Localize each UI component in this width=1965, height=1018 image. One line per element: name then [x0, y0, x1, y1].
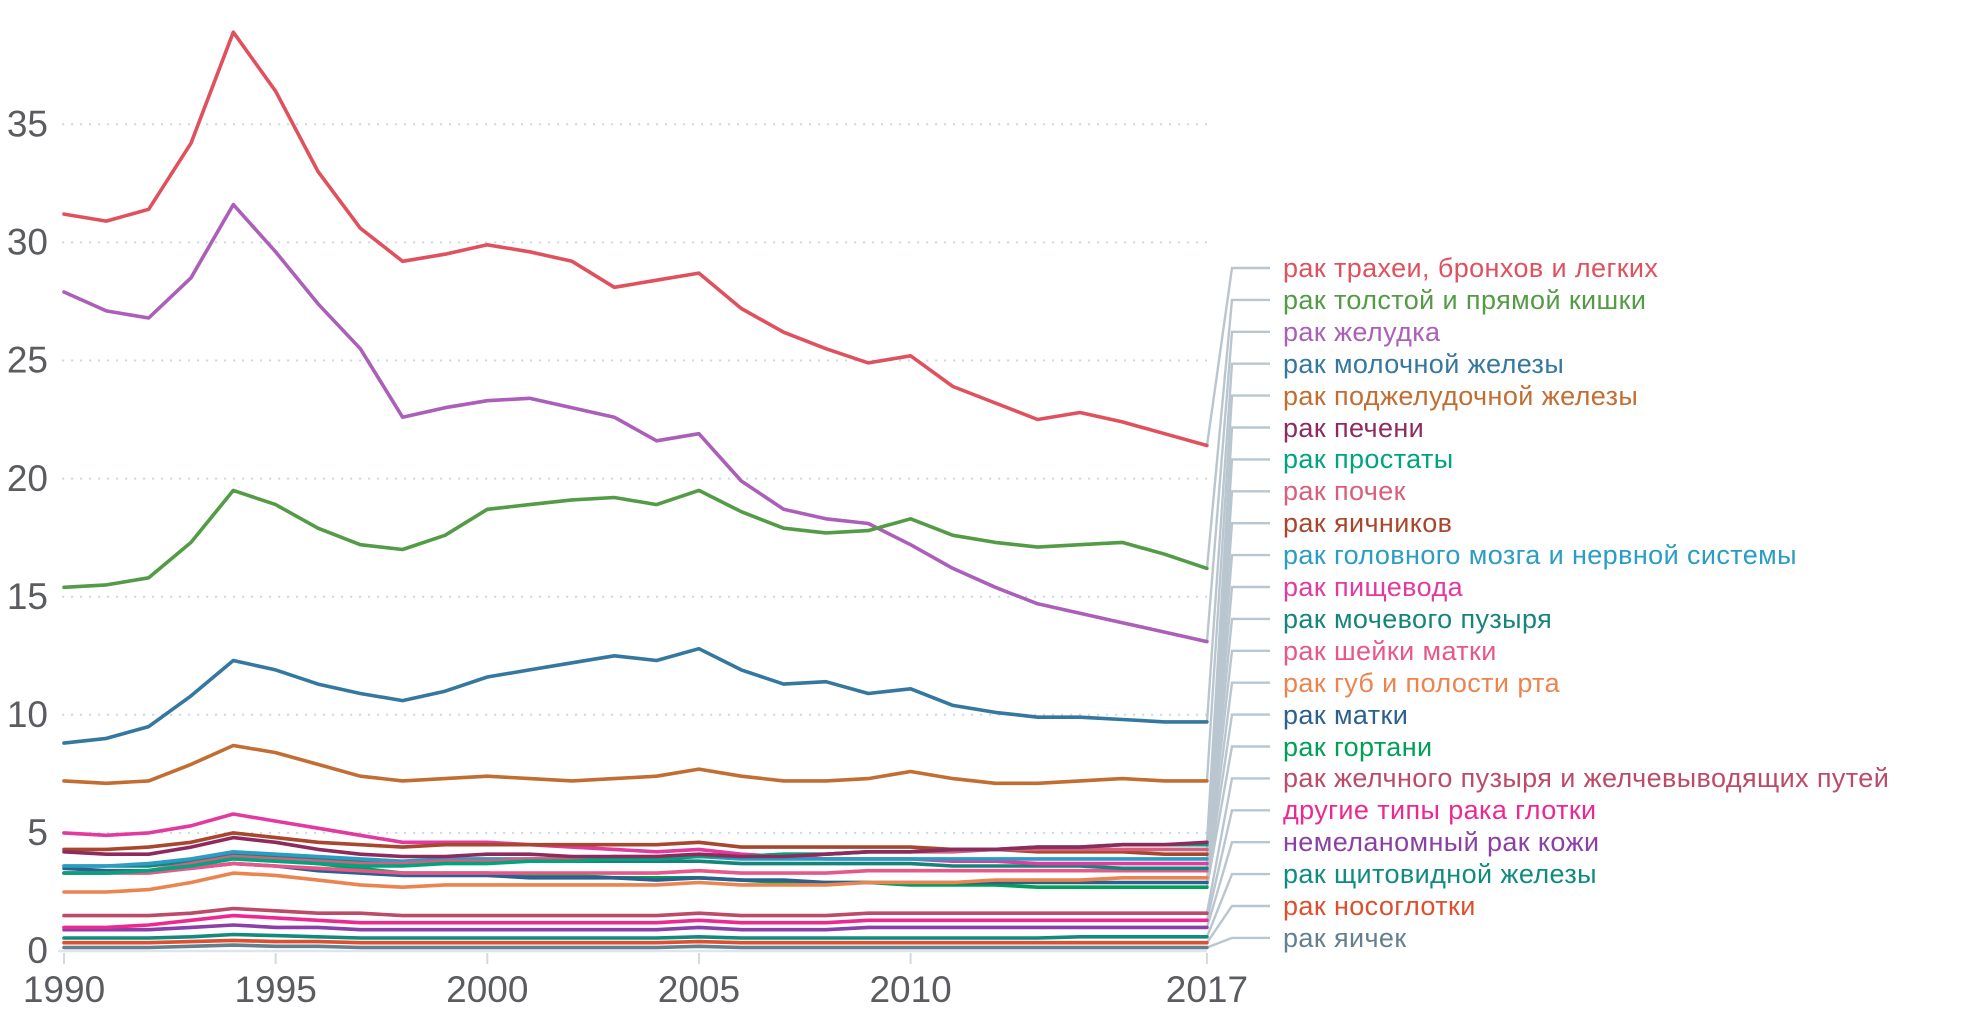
- series-line-19[interactable]: [62, 923, 1209, 932]
- legend-item-21[interactable]: рак носоглотки: [1283, 891, 1476, 921]
- y-tick-label-10: 10: [7, 694, 48, 735]
- series-line-18[interactable]: [62, 913, 1209, 930]
- legend-connector-21: [1206, 904, 1270, 944]
- legend-connector-15: [1205, 713, 1270, 883]
- series-line-17[interactable]: [62, 906, 1209, 918]
- legend-item-19[interactable]: немеланомный рак кожи: [1283, 827, 1600, 858]
- legend-connector-11: [1205, 585, 1270, 864]
- legend-item-10[interactable]: рак головного мозга и нервной системы: [1283, 540, 1797, 571]
- x-tick-label-2005: 2005: [658, 969, 740, 1010]
- series-line-13[interactable]: [62, 861, 1209, 875]
- legend-item-12[interactable]: рак мочевого пузыря: [1283, 603, 1553, 634]
- series-line-11[interactable]: [62, 812, 1209, 866]
- legend-connector-16: [1205, 745, 1270, 888]
- series-line-1[interactable]: [62, 30, 1209, 448]
- legend-connector-17: [1205, 777, 1270, 914]
- y-tick-label-20: 20: [7, 458, 48, 499]
- y-tick-label-35: 35: [7, 104, 48, 145]
- legend-item-4[interactable]: рак молочной железы: [1283, 348, 1565, 379]
- legend-item-18[interactable]: другие типы рака глотки: [1283, 795, 1597, 826]
- legend-connector-14: [1205, 681, 1270, 878]
- legend-item-13[interactable]: рак шейки матки: [1283, 635, 1497, 666]
- legend-connector-18: [1205, 809, 1270, 921]
- legend-connector-22: [1206, 936, 1270, 949]
- legend-connector-20: [1205, 872, 1270, 938]
- y-tick-label-0: 0: [27, 930, 48, 971]
- y-tick-label-15: 15: [7, 576, 48, 617]
- y-tick-label-5: 5: [27, 812, 48, 853]
- series-line-3[interactable]: [62, 202, 1209, 644]
- series-line-2[interactable]: [62, 488, 1209, 590]
- series-line-6[interactable]: [62, 835, 1209, 859]
- legend-connector-4: [1205, 362, 1270, 722]
- legend-item-7[interactable]: рак простаты: [1283, 444, 1454, 475]
- legend-item-16[interactable]: рак гортани: [1283, 731, 1433, 762]
- legend-item-20[interactable]: рак щитовидной железы: [1283, 859, 1597, 890]
- series-line-20[interactable]: [62, 932, 1209, 940]
- series-line-14[interactable]: [62, 871, 1209, 894]
- x-tick-label-1990: 1990: [23, 969, 105, 1010]
- legend-connector-2: [1205, 298, 1270, 569]
- legend-connector-1: [1205, 266, 1270, 446]
- legend-connector-5: [1205, 394, 1270, 782]
- legend-connector-10: [1205, 553, 1270, 859]
- legend-item-17[interactable]: рак желчного пузыря и желчевыводящих пут…: [1283, 763, 1890, 794]
- y-tick-label-25: 25: [7, 340, 48, 381]
- series-line-22[interactable]: [62, 943, 1209, 950]
- legend-item-14[interactable]: рак губ и полости рта: [1283, 667, 1561, 698]
- legend-item-6[interactable]: рак печени: [1283, 412, 1425, 443]
- series-line-5[interactable]: [62, 743, 1209, 786]
- legend-item-11[interactable]: рак пищевода: [1283, 572, 1464, 602]
- legend-item-3[interactable]: рак желудка: [1283, 316, 1441, 347]
- series-line-21[interactable]: [62, 938, 1209, 945]
- x-tick-label-2000: 2000: [446, 969, 528, 1010]
- y-tick-label-30: 30: [7, 222, 48, 263]
- series-line-12[interactable]: [62, 852, 1209, 871]
- legend-item-22[interactable]: рак яичек: [1283, 922, 1407, 953]
- x-tick-label-2010: 2010: [869, 969, 951, 1010]
- legend-item-2[interactable]: рак толстой и прямой кишки: [1283, 284, 1647, 315]
- legend-connector-19: [1205, 841, 1270, 928]
- legend-connector-3: [1205, 330, 1270, 642]
- x-tick-label-2017: 2017: [1166, 969, 1248, 1010]
- legend-item-5[interactable]: рак поджелудочной железы: [1283, 380, 1639, 411]
- legend-item-15[interactable]: рак матки: [1283, 699, 1409, 730]
- legend-item-9[interactable]: рак яичников: [1283, 508, 1453, 539]
- legend-connector-12: [1205, 617, 1270, 869]
- legend-item-1[interactable]: рак трахеи, бронхов и легких: [1283, 253, 1659, 283]
- legend-item-8[interactable]: рак почек: [1283, 476, 1406, 507]
- x-tick-label-1995: 1995: [234, 969, 316, 1010]
- series-line-4[interactable]: [62, 646, 1209, 745]
- legend-connector-13: [1205, 649, 1270, 871]
